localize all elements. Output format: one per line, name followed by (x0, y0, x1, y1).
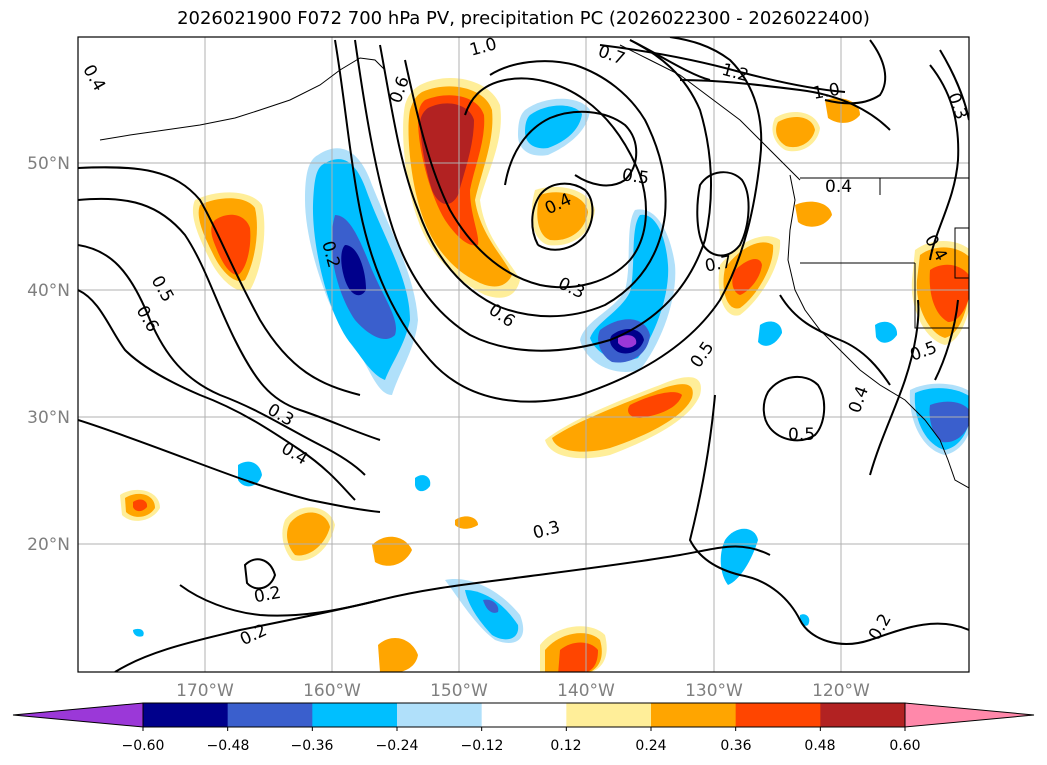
colorbar-tick-label: 0.12 (550, 738, 581, 754)
colorbar-swatch (651, 703, 737, 727)
lon-label: 130°W (685, 681, 743, 701)
contour-label: 0.4 (825, 177, 852, 197)
colorbar-tick-label: −0.12 (461, 738, 504, 754)
coastlines (99, 44, 969, 489)
colorbar-extend-max (905, 703, 1034, 727)
colorbar-swatch (735, 703, 821, 727)
lon-label: 170°W (176, 681, 234, 701)
lat-label: 40°N (27, 281, 70, 301)
colorbar-tick-label: 0.36 (720, 738, 751, 754)
map-title: 2026021900 F072 700 hPa PV, precipitatio… (177, 8, 870, 29)
colorbar-swatch (227, 703, 313, 727)
longitude-labels: 170°W 160°W 150°W 140°W 130°W 120°W (176, 681, 870, 701)
lat-label: 20°N (27, 535, 70, 555)
colorbar-tick-label: −0.60 (122, 738, 165, 754)
latitude-labels: 50°N 40°N 30°N 20°N (27, 154, 70, 555)
contour-label: 0.5 (621, 165, 651, 189)
lon-label: 150°W (430, 681, 488, 701)
colorbar-swatch (481, 703, 567, 727)
colorbar-tick-label: 0.60 (889, 738, 920, 754)
colorbar-tick-label: −0.48 (207, 738, 250, 754)
contour-label: 0.7 (703, 252, 733, 276)
colorbar-swatch (566, 703, 652, 727)
colorbar: −0.60 −0.48 −0.36 −0.24 −0.12 0.12 0.24 … (12, 702, 1035, 754)
contour-label: 0.5 (788, 425, 815, 445)
map-frame (77, 36, 970, 673)
lat-label: 50°N (27, 154, 70, 174)
colorbar-tick-label: −0.36 (291, 738, 334, 754)
lon-label: 160°W (303, 681, 361, 701)
lat-label: 30°N (27, 408, 70, 428)
contour-label: 0.2 (252, 583, 282, 607)
colorbar-swatch (397, 703, 483, 727)
lon-label: 140°W (557, 681, 615, 701)
colorbar-swatch (820, 703, 906, 727)
colorbar-frame (142, 702, 906, 728)
pv-contours (78, 37, 969, 672)
colorbar-extend-min (13, 703, 143, 727)
colorbar-swatch (143, 703, 229, 727)
colorbar-tick-label: 0.24 (635, 738, 666, 754)
lon-label: 120°W (812, 681, 870, 701)
contour-labels: 0.4 1.0 0.6 0.7 1.2 1.0 0.3 0.5 0.4 0.4 … (78, 34, 971, 650)
colorbar-swatch (312, 703, 398, 727)
contour-label: 1.0 (811, 80, 841, 104)
graticule (78, 37, 969, 672)
colorbar-tick-label: −0.24 (376, 738, 419, 754)
colorbar-tick-label: 0.48 (804, 738, 835, 754)
